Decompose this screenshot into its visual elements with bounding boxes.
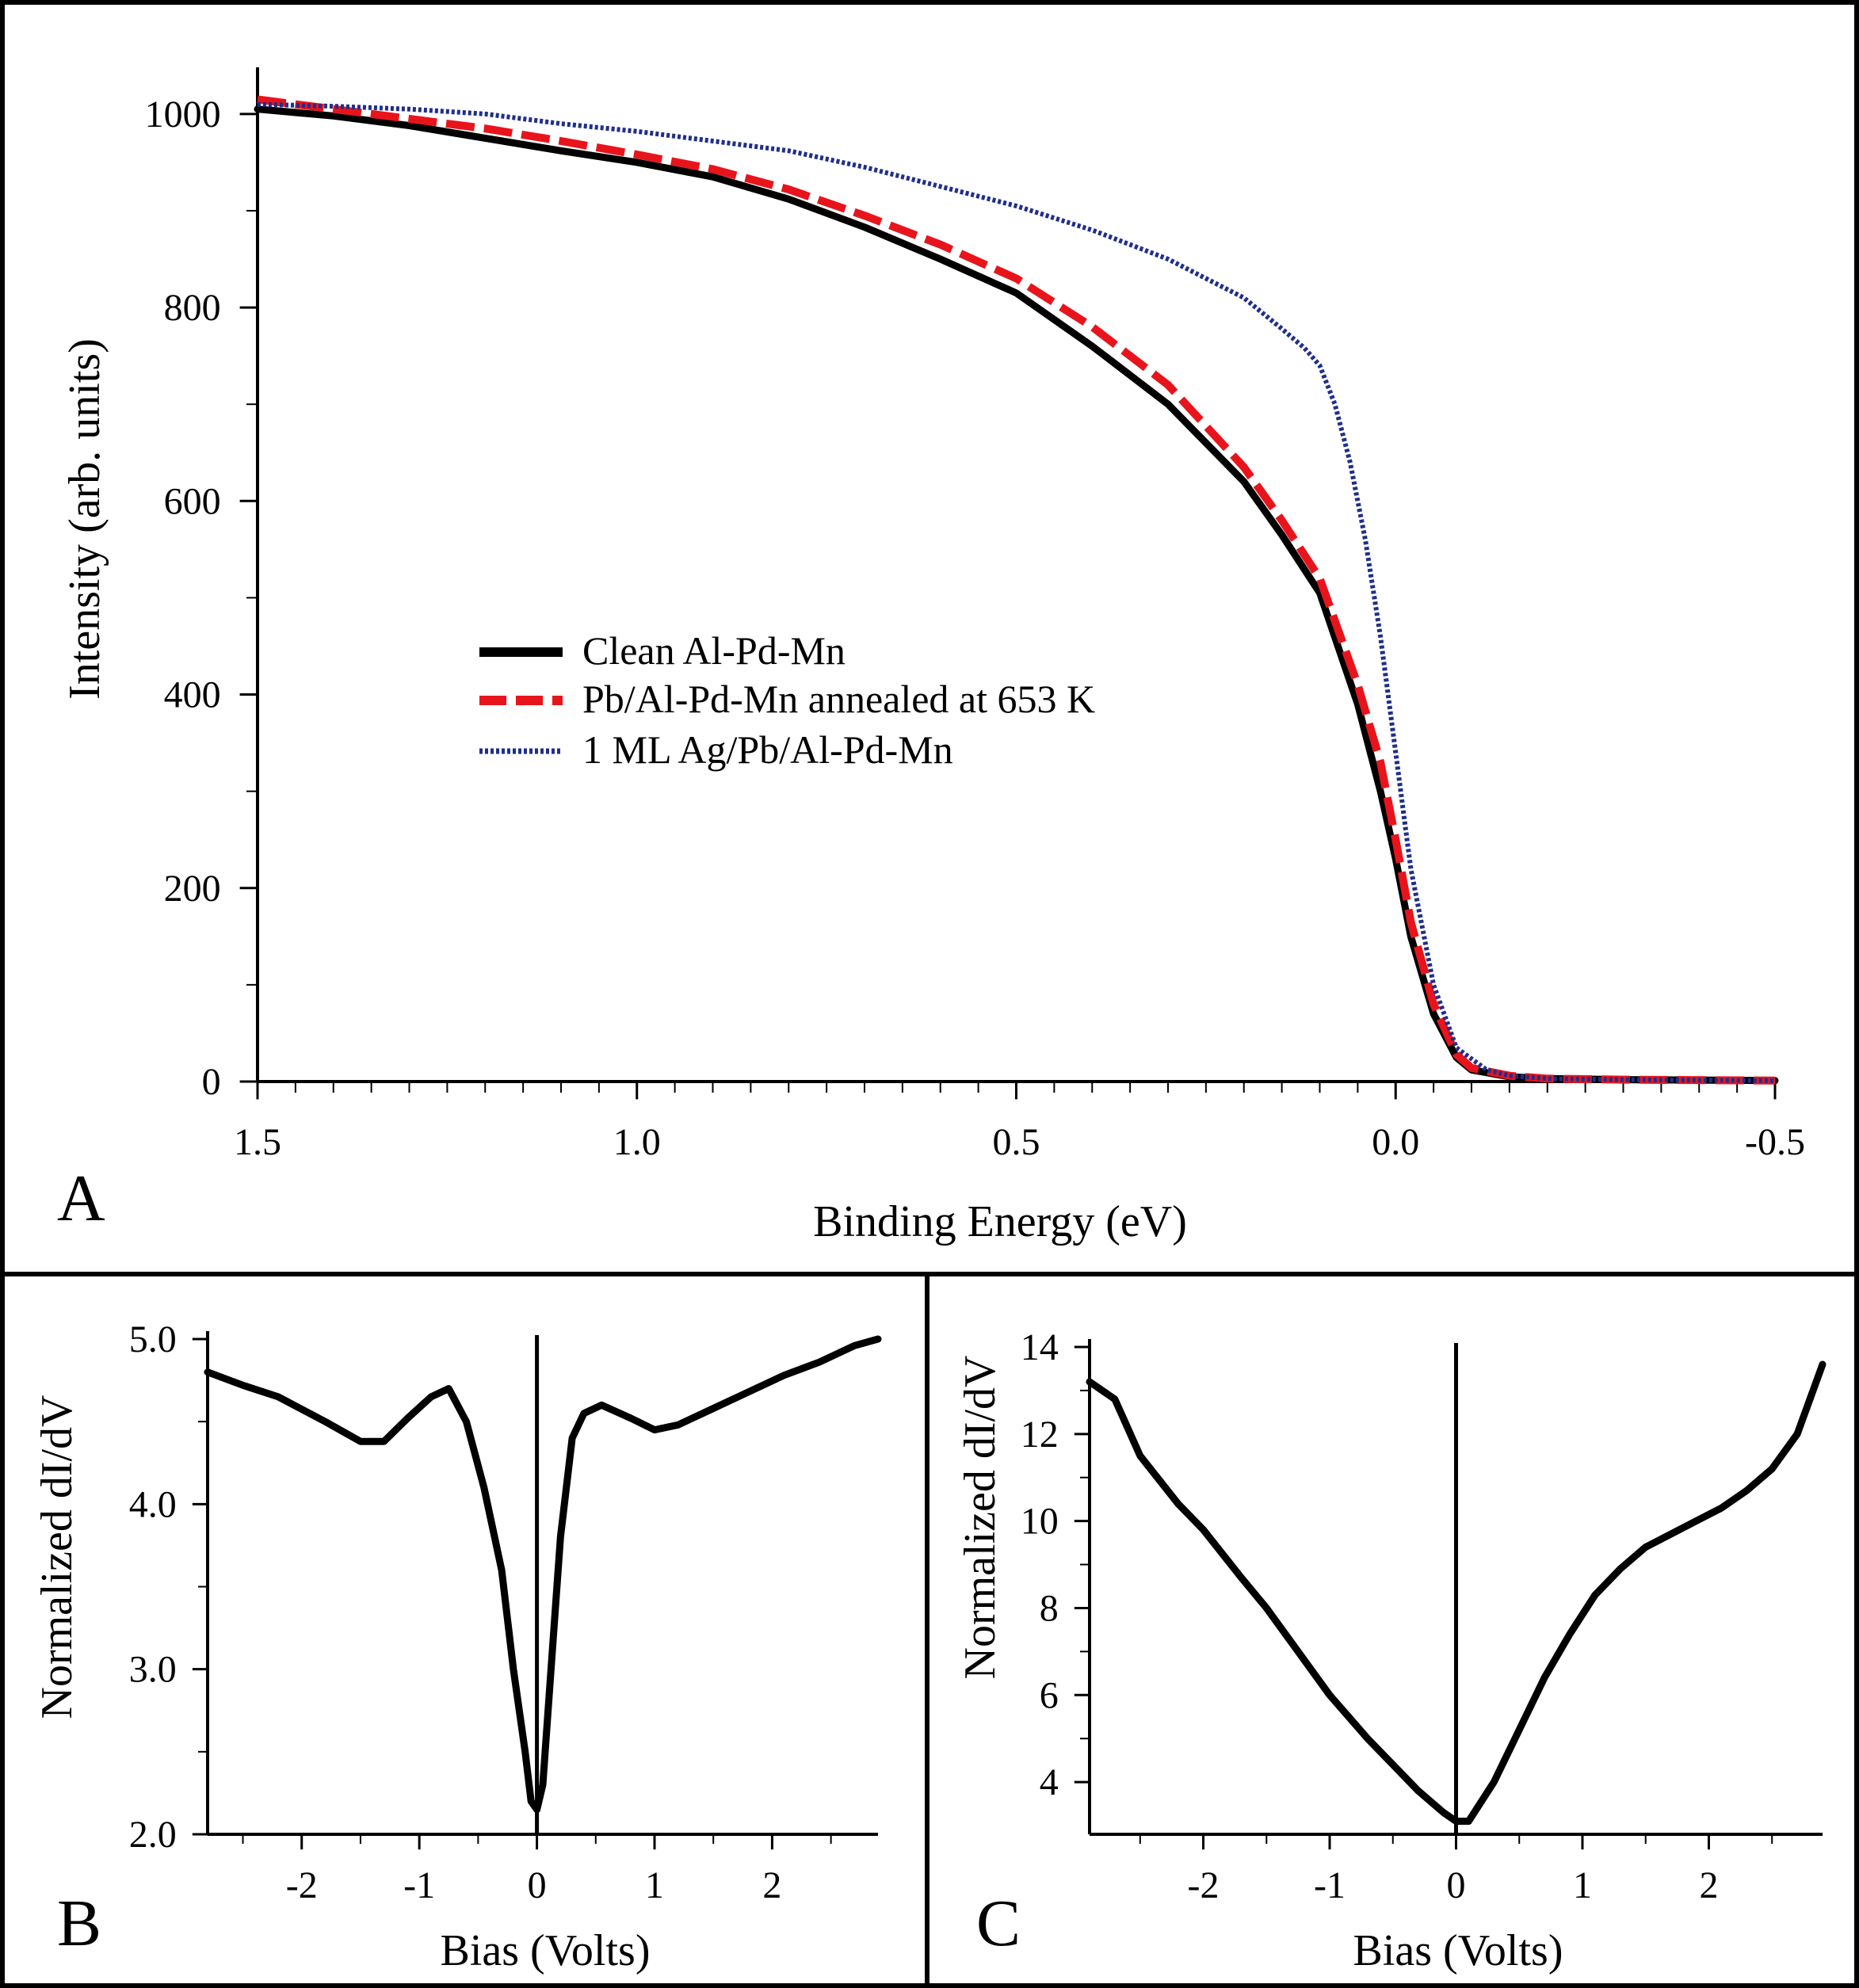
panel-c-x-tick-label: 1	[1573, 1864, 1592, 1906]
panel-b-y-tick-label: 5.0	[129, 1318, 177, 1360]
panel-c-x-tick-label: 2	[1699, 1864, 1718, 1906]
panel-a-x-tick-label: 0.0	[1372, 1121, 1419, 1163]
panel-a-series	[254, 95, 1779, 1085]
panel-a-x-tick-label: 1.0	[613, 1121, 661, 1163]
panel-c-y-tick-label: 4	[1040, 1761, 1059, 1803]
panel-b-x-tick-label: -2	[286, 1864, 318, 1906]
panel-b-axes: -2 -1 0 1 2 2.0 3.0 4.0 5.0	[129, 1318, 878, 1906]
panel-a-x-tick-label: 1.5	[234, 1121, 281, 1163]
panel-c-y-tick-label: 14	[1021, 1326, 1059, 1368]
panel-b-y-tick-label: 4.0	[129, 1483, 177, 1525]
panel-a-y-tick-label: 600	[164, 480, 221, 522]
panel-a-y-tick-label: 1000	[145, 93, 221, 135]
panel-a-series-3	[257, 101, 1776, 1083]
panel-c-x-tick-label: -1	[1314, 1864, 1346, 1906]
panel-b-xlabel: Bias (Volts)	[441, 1926, 651, 1975]
panel-a-y-tick-label: 400	[164, 674, 221, 716]
panel-a-legend: Clean Al-Pd-Mn Pb/Al-Pd-Mn annealed at 6…	[479, 628, 1095, 772]
panel-b-ylabel: Normalized dI/dV	[32, 1395, 82, 1719]
panel-c-letter: C	[976, 1887, 1021, 1960]
panel-c-x-tick-label: -2	[1188, 1864, 1220, 1906]
panel-a-series-1	[254, 105, 1779, 1085]
panel-b-x-tick-label: 2	[762, 1864, 781, 1906]
panel-a-axes: 1.5 1.0 0.5 0.0 -0.5 0 200 400 600 800 1000	[145, 67, 1805, 1163]
panel-c-y-tick-label: 6	[1040, 1674, 1059, 1716]
panel-a-series-2	[257, 95, 1776, 1085]
panel-c-series	[1086, 1360, 1827, 1825]
panel-c-y-tick-label: 10	[1021, 1501, 1059, 1543]
panel-a-y-tick-label: 200	[164, 868, 221, 910]
panel-b: -2 -1 0 1 2 2.0 3.0 4.0 5.0 B Bias (Volts) Norma…	[32, 1318, 882, 1975]
panel-b-x-tick-label: 1	[645, 1864, 664, 1906]
panel-a-ylabel: Intensity (arb. units)	[60, 338, 109, 700]
legend-label-clean: Clean Al-Pd-Mn	[582, 628, 846, 673]
panel-a-x-tick-label: -0.5	[1745, 1121, 1805, 1163]
panel-b-letter: B	[57, 1887, 101, 1960]
panel-c-x-tick-label: 0	[1447, 1864, 1466, 1906]
panel-b-series	[204, 1335, 882, 1814]
panel-a-x-tick-label: 0.5	[993, 1121, 1040, 1163]
panel-c-series-1	[1086, 1360, 1827, 1825]
panel-a: 1.5 1.0 0.5 0.0 -0.5 0 200 400 600 800 1000 Clean …	[57, 67, 1805, 1246]
legend-label-pb: Pb/Al-Pd-Mn annealed at 653 K	[582, 677, 1095, 721]
panel-b-y-tick-label: 2.0	[129, 1814, 177, 1856]
panel-b-x-tick-label: -1	[403, 1864, 435, 1906]
panel-c-xlabel: Bias (Volts)	[1353, 1926, 1563, 1975]
legend-label-ag: 1 ML Ag/Pb/Al-Pd-Mn	[582, 727, 953, 772]
panel-c-y-tick-label: 12	[1021, 1414, 1059, 1456]
panel-b-x-tick-label: 0	[528, 1864, 547, 1906]
panel-b-series-1	[204, 1335, 882, 1814]
panel-b-y-tick-label: 3.0	[129, 1649, 177, 1691]
panel-a-letter: A	[57, 1162, 105, 1235]
panel-a-xlabel: Binding Energy (eV)	[813, 1197, 1187, 1246]
panel-c-ylabel: Normalized dI/dV	[956, 1356, 1005, 1680]
panel-c-y-tick-label: 8	[1040, 1587, 1059, 1629]
panel-a-y-tick-label: 0	[202, 1061, 221, 1103]
panel-a-y-tick-label: 800	[164, 287, 221, 329]
